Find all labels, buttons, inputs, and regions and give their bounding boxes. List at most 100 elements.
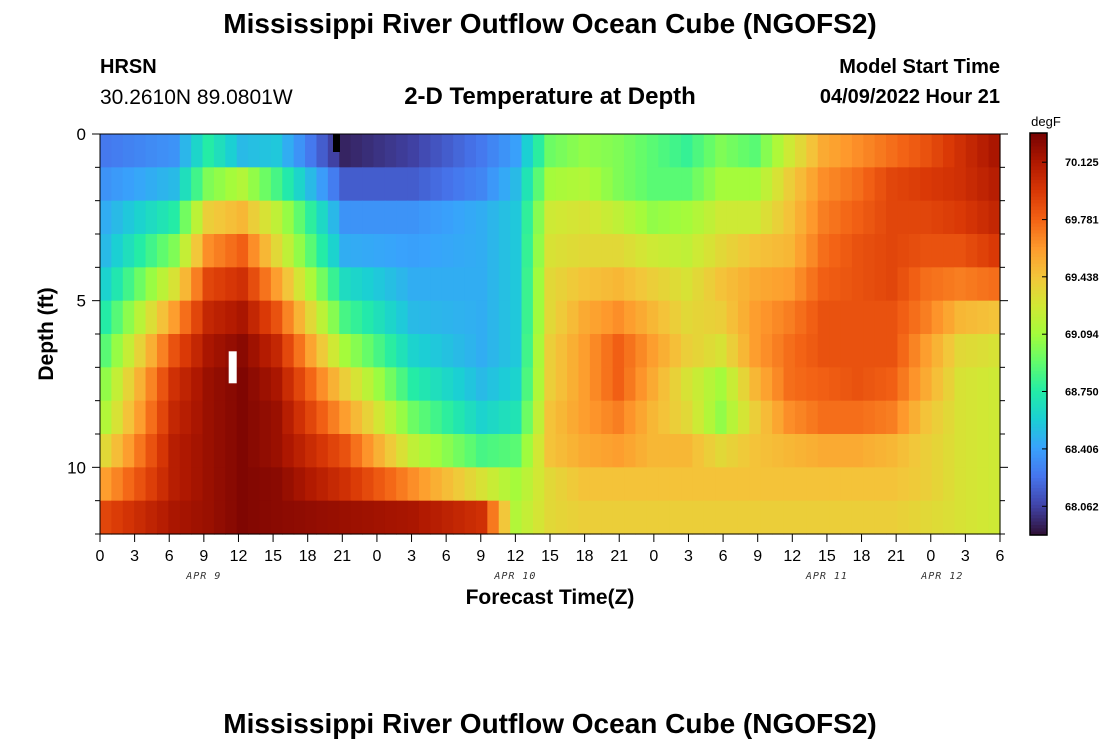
heatmap-cell bbox=[760, 134, 773, 168]
heatmap-cell bbox=[794, 267, 807, 302]
heatmap-cell bbox=[726, 234, 739, 268]
heatmap-cell bbox=[624, 367, 637, 402]
heatmap-cell bbox=[339, 334, 352, 368]
heatmap-cell bbox=[806, 200, 819, 235]
heatmap-cell bbox=[567, 367, 580, 402]
heatmap-cell bbox=[441, 167, 454, 202]
heatmap-cell bbox=[589, 400, 602, 435]
heatmap-cell bbox=[168, 467, 181, 502]
colorbar-segment bbox=[1030, 233, 1047, 238]
heatmap-cell bbox=[772, 400, 785, 435]
heatmap-cell bbox=[715, 434, 728, 468]
heatmap-cell bbox=[954, 367, 967, 402]
heatmap-cell bbox=[213, 267, 226, 302]
heatmap-cell bbox=[920, 267, 933, 302]
heatmap-cell bbox=[191, 334, 204, 368]
heatmap-cell bbox=[270, 400, 283, 435]
heatmap-cell bbox=[532, 234, 545, 268]
heatmap-cell bbox=[362, 434, 375, 468]
heatmap-cell bbox=[316, 434, 329, 468]
heatmap-cell bbox=[988, 334, 1001, 368]
heatmap-cell bbox=[430, 167, 443, 202]
heatmap-cell bbox=[589, 467, 602, 502]
heatmap-cell bbox=[396, 500, 409, 535]
heatmap-cell bbox=[305, 167, 318, 202]
colorbar-segment bbox=[1030, 380, 1047, 385]
heatmap-cell bbox=[475, 367, 488, 402]
heatmap-cell bbox=[943, 400, 956, 435]
colorbar-segment bbox=[1030, 518, 1047, 523]
heatmap-cell bbox=[954, 500, 967, 535]
heatmap-cell bbox=[760, 300, 773, 335]
heatmap-cell bbox=[806, 134, 819, 168]
heatmap-cell bbox=[475, 334, 488, 368]
colorbar-segment bbox=[1030, 290, 1047, 295]
heatmap-cell bbox=[407, 267, 420, 302]
heatmap-cell bbox=[908, 400, 921, 435]
colorbar-segment bbox=[1030, 431, 1047, 436]
heatmap-cell bbox=[954, 234, 967, 268]
heatmap-cell bbox=[168, 367, 181, 402]
heatmap-cell bbox=[817, 200, 830, 235]
heatmap-cell bbox=[589, 367, 602, 402]
heatmap-cell bbox=[920, 167, 933, 202]
heatmap-cell bbox=[931, 467, 944, 502]
heatmap-cell bbox=[578, 434, 591, 468]
colorbar-segment bbox=[1030, 287, 1047, 292]
heatmap-cell bbox=[715, 134, 728, 168]
heatmap-cell bbox=[851, 334, 864, 368]
colorbar-segment bbox=[1030, 189, 1047, 194]
heatmap-cell bbox=[259, 234, 272, 268]
heatmap-cell bbox=[658, 267, 671, 302]
heatmap-cell bbox=[931, 234, 944, 268]
heatmap-cell bbox=[521, 334, 534, 368]
heatmap-cell bbox=[510, 234, 523, 268]
heatmap-cell bbox=[202, 467, 215, 502]
heatmap-cell bbox=[213, 134, 226, 168]
heatmap-cell bbox=[658, 400, 671, 435]
x-tick-label: 21 bbox=[610, 548, 628, 565]
colorbar-tick-label: 68.406 bbox=[1065, 444, 1099, 456]
colorbar-segment bbox=[1030, 340, 1047, 345]
heatmap-cell bbox=[168, 400, 181, 435]
heatmap-cell bbox=[544, 367, 557, 402]
heatmap-cell bbox=[794, 300, 807, 335]
heatmap-cell bbox=[943, 500, 956, 535]
heatmap-cell bbox=[635, 300, 648, 335]
heatmap-cell bbox=[521, 200, 534, 235]
heatmap-cell bbox=[248, 500, 261, 535]
heatmap-cell bbox=[726, 134, 739, 168]
colorbar-segment bbox=[1030, 253, 1047, 258]
heatmap-cell bbox=[920, 334, 933, 368]
heatmap-cell bbox=[817, 334, 830, 368]
heatmap-cell bbox=[498, 234, 511, 268]
heatmap-cell bbox=[601, 334, 614, 368]
heatmap-cell bbox=[464, 400, 477, 435]
heatmap-cell bbox=[316, 200, 329, 235]
heatmap-cell bbox=[703, 267, 716, 302]
heatmap-cell bbox=[669, 300, 682, 335]
heatmap-cell bbox=[532, 500, 545, 535]
heatmap-cell bbox=[965, 467, 978, 502]
heatmap-cell bbox=[840, 334, 853, 368]
heatmap-cell bbox=[134, 267, 147, 302]
heatmap-cell bbox=[897, 300, 910, 335]
heatmap-cell bbox=[441, 234, 454, 268]
heatmap-cell bbox=[829, 367, 842, 402]
heatmap-cell bbox=[737, 334, 750, 368]
colorbar-segment bbox=[1030, 491, 1047, 496]
heatmap-cell bbox=[521, 300, 534, 335]
heatmap-cell bbox=[179, 300, 192, 335]
heatmap-cell bbox=[874, 200, 887, 235]
colorbar-segment bbox=[1030, 394, 1047, 399]
colorbar-segment bbox=[1030, 360, 1047, 365]
heatmap-cell bbox=[327, 234, 340, 268]
heatmap-cell bbox=[646, 367, 659, 402]
colorbar-segment bbox=[1030, 531, 1047, 536]
heatmap-cell bbox=[635, 234, 648, 268]
colorbar-segment bbox=[1030, 384, 1047, 389]
heatmap-cell bbox=[202, 367, 215, 402]
heatmap-cell bbox=[464, 234, 477, 268]
heatmap-cell bbox=[111, 167, 124, 202]
colorbar-segment bbox=[1030, 334, 1047, 338]
